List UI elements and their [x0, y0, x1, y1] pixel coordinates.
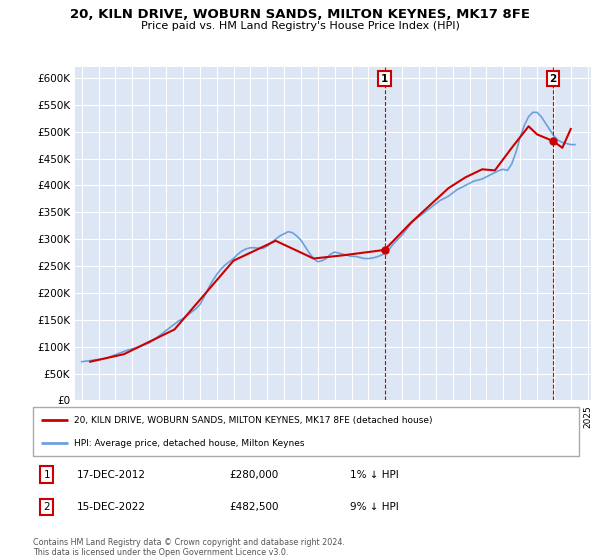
Text: 1% ↓ HPI: 1% ↓ HPI	[350, 470, 398, 479]
Text: Price paid vs. HM Land Registry's House Price Index (HPI): Price paid vs. HM Land Registry's House …	[140, 21, 460, 31]
Text: £280,000: £280,000	[230, 470, 279, 479]
Text: £482,500: £482,500	[230, 502, 279, 512]
Text: HPI: Average price, detached house, Milton Keynes: HPI: Average price, detached house, Milt…	[74, 438, 304, 447]
Text: 2: 2	[43, 502, 50, 512]
Text: 1: 1	[381, 74, 388, 84]
Text: 20, KILN DRIVE, WOBURN SANDS, MILTON KEYNES, MK17 8FE (detached house): 20, KILN DRIVE, WOBURN SANDS, MILTON KEY…	[74, 416, 433, 425]
Text: 15-DEC-2022: 15-DEC-2022	[77, 502, 146, 512]
Text: 9% ↓ HPI: 9% ↓ HPI	[350, 502, 398, 512]
FancyBboxPatch shape	[33, 407, 579, 456]
Text: Contains HM Land Registry data © Crown copyright and database right 2024.
This d: Contains HM Land Registry data © Crown c…	[33, 538, 345, 557]
Text: 1: 1	[43, 470, 50, 479]
Text: 2: 2	[550, 74, 557, 84]
Text: 17-DEC-2012: 17-DEC-2012	[77, 470, 146, 479]
Text: 20, KILN DRIVE, WOBURN SANDS, MILTON KEYNES, MK17 8FE: 20, KILN DRIVE, WOBURN SANDS, MILTON KEY…	[70, 8, 530, 21]
